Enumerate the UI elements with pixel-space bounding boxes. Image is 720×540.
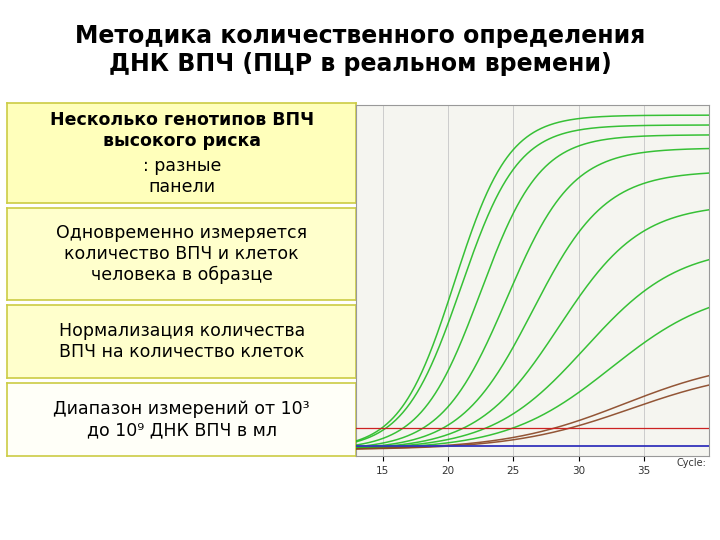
Text: Одновременно измеряется
количество ВПЧ и клеток
человека в образце: Одновременно измеряется количество ВПЧ и… bbox=[56, 224, 307, 284]
Text: : разные
панели: : разные панели bbox=[143, 157, 221, 196]
Text: Нормализация количества
ВПЧ на количество клеток: Нормализация количества ВПЧ на количеств… bbox=[58, 322, 305, 361]
Text: Несколько генотипов ВПЧ
высокого риска: Несколько генотипов ВПЧ высокого риска bbox=[50, 111, 314, 150]
Text: Диапазон измерений от 10³
до 10⁹ ДНК ВПЧ в мл: Диапазон измерений от 10³ до 10⁹ ДНК ВПЧ… bbox=[53, 401, 310, 439]
Text: Методика количественного определения
ДНК ВПЧ (ПЦР в реальном времени): Методика количественного определения ДНК… bbox=[75, 24, 645, 76]
Text: Cycle:: Cycle: bbox=[677, 458, 706, 468]
